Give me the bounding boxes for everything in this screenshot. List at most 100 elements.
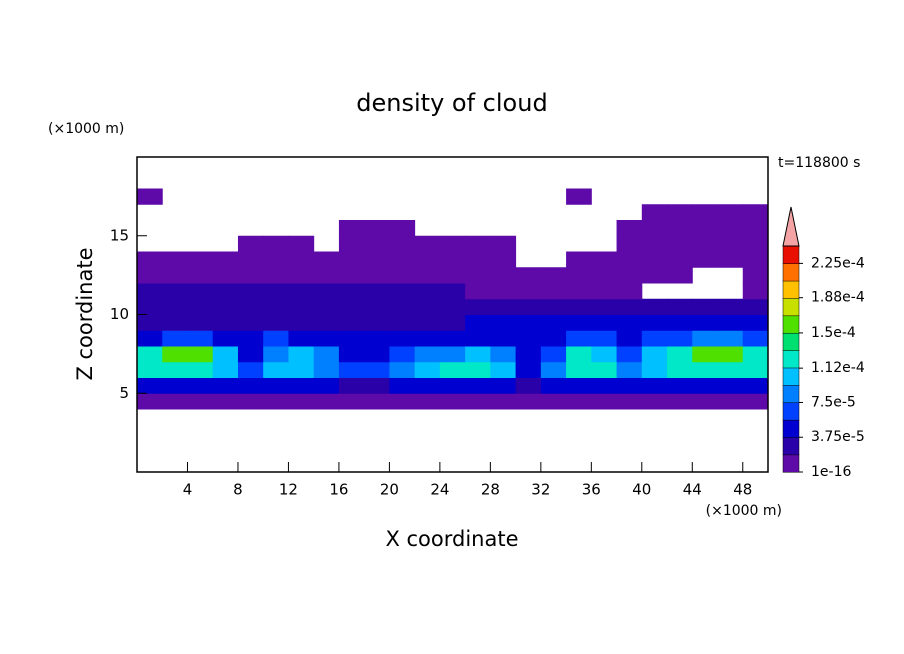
contour-cell <box>439 298 466 315</box>
contour-cell <box>389 267 416 284</box>
contour-cell <box>742 267 768 284</box>
contour-cell <box>591 314 618 331</box>
contour-cell <box>313 361 340 378</box>
contour-cell <box>389 220 416 237</box>
contour-cell <box>742 283 768 300</box>
contour-cell <box>414 283 441 300</box>
y-tick-label: 5 <box>119 384 129 402</box>
contour-cell <box>616 283 643 300</box>
contour-cell <box>692 298 719 315</box>
contour-cell <box>137 377 163 394</box>
contour-cell <box>313 298 340 315</box>
contour-cell <box>566 361 592 378</box>
contour-cell <box>364 314 390 331</box>
contour-cell <box>237 283 264 300</box>
colorbar-band <box>782 332 800 351</box>
contour-cell <box>389 330 416 347</box>
y-tick-label: 15 <box>110 226 129 244</box>
contour-cell <box>540 393 567 410</box>
contour-cell <box>187 283 214 300</box>
contour-cell <box>212 314 239 331</box>
contour-cell <box>313 314 340 331</box>
contour-cell <box>616 267 643 284</box>
contour-cell <box>364 267 390 284</box>
contour-cell <box>717 204 744 221</box>
contour-cell <box>591 377 618 394</box>
contour-cell <box>162 346 188 363</box>
contour-cell <box>212 330 239 347</box>
contour-cell <box>616 314 643 331</box>
contour-cell <box>338 361 365 378</box>
colorbar-band <box>782 419 800 438</box>
contour-cell <box>389 251 416 268</box>
contour-cell <box>263 298 289 315</box>
contour-cell <box>389 314 416 331</box>
contour-cell <box>667 314 693 331</box>
contour-cell <box>364 330 390 347</box>
contour-cell <box>692 393 719 410</box>
contour-cell <box>162 330 188 347</box>
contour-cell <box>692 220 719 237</box>
contour-cell <box>591 361 618 378</box>
contour-cell <box>288 393 315 410</box>
contour-cell <box>742 377 768 394</box>
contour-cell <box>137 361 163 378</box>
x-tick-label: 8 <box>233 481 243 499</box>
contour-cell <box>212 267 239 284</box>
contour-cell <box>137 188 163 205</box>
contour-cell <box>263 393 289 410</box>
contour-cell <box>137 267 163 284</box>
contour-cell <box>742 235 768 252</box>
contour-cell <box>566 346 592 363</box>
contour-cell <box>212 298 239 315</box>
contour-cell <box>742 220 768 237</box>
contour-cell <box>566 298 592 315</box>
contour-cell <box>591 393 618 410</box>
contour-cell <box>591 251 618 268</box>
contour-cell <box>288 361 315 378</box>
contour-cell <box>465 283 491 300</box>
contour-cell <box>540 314 567 331</box>
contour-cell <box>566 377 592 394</box>
colorbar-tick-label: 1.88e-4 <box>811 290 865 306</box>
contour-cell <box>338 251 365 268</box>
contour-cell <box>591 298 618 315</box>
contour-cell <box>490 251 517 268</box>
contour-cell <box>414 235 441 252</box>
x-tick-label: 24 <box>430 481 449 499</box>
contour-cell <box>717 314 744 331</box>
contour-cell <box>263 267 289 284</box>
contour-cell <box>641 361 668 378</box>
contour-cell <box>742 298 768 315</box>
contour-cell <box>439 283 466 300</box>
contour-cell <box>137 251 163 268</box>
contour-cell <box>490 298 517 315</box>
y-axis-label: Z coordinate <box>73 247 97 380</box>
contour-cell <box>237 251 264 268</box>
contour-cell <box>667 298 693 315</box>
contour-cell <box>414 346 441 363</box>
colorbar-band <box>782 384 800 404</box>
contour-cell <box>364 361 390 378</box>
x-tick-label: 32 <box>531 481 550 499</box>
contour-cell <box>717 235 744 252</box>
contour-cell <box>540 346 567 363</box>
contour-cell <box>667 393 693 410</box>
contour-cell <box>742 330 768 347</box>
x-tick-label: 20 <box>380 481 399 499</box>
contour-cell <box>338 377 365 394</box>
colorbar-band <box>782 297 800 317</box>
contour-cell <box>389 235 416 252</box>
contour-cell <box>364 220 390 237</box>
contour-cell <box>641 298 668 315</box>
contour-cell <box>288 314 315 331</box>
x-tick-label: 12 <box>279 481 298 499</box>
contour-cell <box>490 267 517 284</box>
contour-cell <box>338 314 365 331</box>
colorbar-tick-label: 1.5e-4 <box>811 325 856 341</box>
contour-cell <box>414 314 441 331</box>
x-axis-label: X coordinate <box>385 527 518 551</box>
contour-cell <box>566 393 592 410</box>
y-unit: (×1000 m) <box>48 121 124 137</box>
contour-cell <box>667 361 693 378</box>
